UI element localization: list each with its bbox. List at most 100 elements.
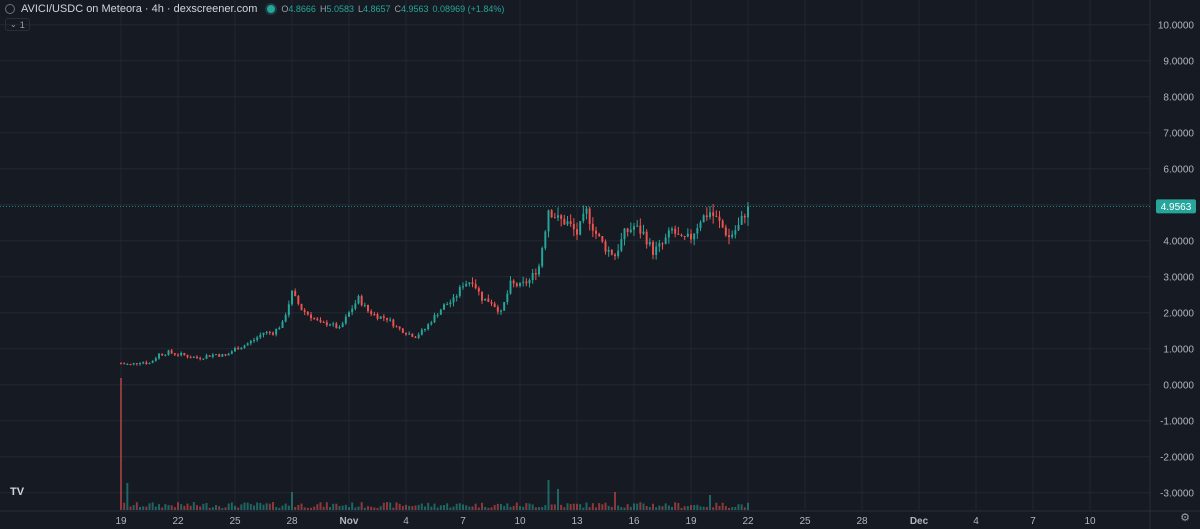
candle-body bbox=[246, 343, 249, 346]
volume-bar bbox=[728, 507, 730, 510]
y-tick-label: 6.0000 bbox=[1163, 164, 1194, 175]
candle-body bbox=[310, 314, 312, 319]
candle-body bbox=[686, 233, 689, 237]
candle-body bbox=[325, 322, 328, 326]
volume-bar bbox=[354, 507, 357, 510]
volume-bar bbox=[582, 507, 585, 510]
volume-bar bbox=[709, 495, 711, 510]
volume-bar bbox=[484, 506, 487, 510]
candle-body bbox=[557, 215, 559, 218]
chart-header: AVICI/USDC on Meteora · 4h · dexscreener… bbox=[5, 2, 504, 16]
candle-body bbox=[430, 322, 433, 325]
y-tick-label: -3.0000 bbox=[1160, 488, 1194, 499]
candle-body bbox=[696, 228, 699, 234]
candle-body bbox=[341, 323, 344, 328]
volume-bar bbox=[614, 492, 616, 510]
candle-body bbox=[249, 340, 252, 344]
candle-body bbox=[123, 363, 126, 365]
volume-bar bbox=[534, 507, 537, 510]
volume-bar bbox=[553, 504, 556, 510]
ohlc-readout: O4.8666 H5.0583 L4.8657 C4.9563 0.08969 … bbox=[281, 4, 504, 14]
volume-bar bbox=[218, 506, 221, 510]
volume-bar bbox=[126, 483, 129, 510]
chevron-down-icon[interactable]: ⌄ bbox=[10, 19, 17, 29]
volume-bar bbox=[680, 507, 683, 510]
candle-body bbox=[433, 315, 436, 323]
x-tick-label: Dec bbox=[910, 516, 929, 527]
volume-bar bbox=[154, 506, 157, 510]
volume-bar bbox=[275, 506, 278, 510]
volume-bar bbox=[132, 505, 135, 510]
candle-body bbox=[265, 331, 268, 333]
volume-bar bbox=[227, 503, 230, 510]
candle-body bbox=[319, 320, 322, 322]
volume-bar bbox=[382, 502, 385, 510]
candle-body bbox=[132, 363, 135, 365]
candle-body bbox=[348, 312, 350, 317]
candle-body bbox=[658, 243, 661, 247]
volume-bar bbox=[500, 504, 502, 510]
candle-body bbox=[604, 241, 607, 252]
volume-bar bbox=[392, 507, 395, 510]
volume-bar bbox=[446, 503, 449, 510]
candle-body bbox=[126, 364, 129, 366]
candle-body bbox=[522, 281, 525, 283]
volume-bar bbox=[623, 507, 626, 510]
volume-bar bbox=[177, 502, 179, 510]
chart-title: AVICI/USDC on Meteora · 4h · dexscreener… bbox=[21, 3, 258, 15]
volume-bar bbox=[135, 502, 138, 510]
volume-bar bbox=[211, 507, 214, 510]
candle-body bbox=[705, 215, 708, 218]
candle-body bbox=[335, 323, 338, 329]
volume-bar bbox=[360, 502, 363, 510]
candle-body bbox=[547, 210, 550, 232]
candle-body bbox=[626, 228, 629, 233]
volume-bar bbox=[335, 503, 338, 510]
candle-body bbox=[129, 364, 132, 366]
volume-bar bbox=[604, 502, 607, 510]
tradingview-logo-icon[interactable]: TV bbox=[9, 486, 25, 498]
indicator-toggle[interactable]: ⌄ 1 bbox=[5, 18, 30, 31]
candle-body bbox=[417, 334, 420, 338]
candle-body bbox=[544, 231, 547, 249]
change-value: 0.08969 (+1.84%) bbox=[432, 4, 505, 14]
volume-bar bbox=[332, 503, 335, 510]
volume-bar bbox=[253, 505, 255, 510]
open-label: O bbox=[281, 4, 289, 14]
volume-bar bbox=[186, 503, 189, 510]
volume-bar bbox=[189, 505, 192, 510]
volume-bar bbox=[471, 506, 474, 510]
candle-body bbox=[636, 225, 639, 227]
candle-body bbox=[392, 319, 395, 327]
candle-body bbox=[367, 305, 369, 312]
volume-bar bbox=[344, 504, 347, 510]
candle-body bbox=[386, 317, 388, 320]
volume-bar bbox=[161, 507, 164, 510]
volume-bar bbox=[196, 505, 198, 510]
candle-body bbox=[180, 352, 183, 356]
y-tick-label: 0.0000 bbox=[1163, 380, 1194, 391]
candle-body bbox=[674, 228, 677, 234]
volume-bar bbox=[414, 505, 417, 510]
last-price-tag bbox=[1156, 199, 1196, 214]
y-tick-label: 7.0000 bbox=[1163, 128, 1194, 139]
candle-body bbox=[493, 303, 496, 307]
x-tick-label: 22 bbox=[172, 516, 184, 527]
x-tick-label: 28 bbox=[286, 516, 298, 527]
volume-bar bbox=[230, 502, 233, 510]
volume-bar bbox=[598, 503, 601, 510]
volume-bar bbox=[306, 507, 309, 510]
volume-bar bbox=[329, 507, 331, 510]
volume-bar bbox=[547, 480, 550, 510]
gear-icon[interactable]: ⚙ bbox=[1180, 512, 1190, 524]
volume-bar bbox=[259, 503, 262, 510]
volume-bar bbox=[705, 506, 708, 510]
volume-bar bbox=[357, 506, 360, 510]
volume-bar bbox=[690, 505, 692, 510]
candle-body bbox=[452, 297, 455, 303]
volume-bar bbox=[629, 506, 632, 510]
candle-body bbox=[633, 226, 635, 230]
candle-body bbox=[677, 233, 680, 235]
